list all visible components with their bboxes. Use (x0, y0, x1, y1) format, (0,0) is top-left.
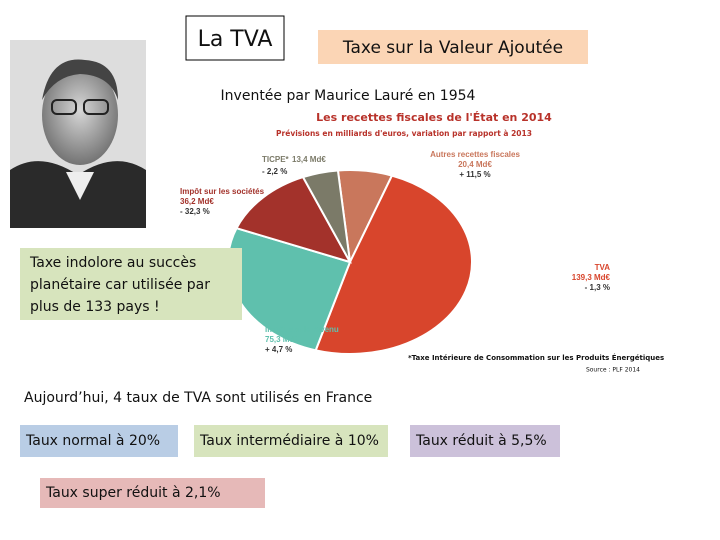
callout-box (20, 248, 242, 320)
inventor: Inventée par Maurice Lauré en 1954 (221, 88, 476, 104)
slice-change: - 32,3 % (180, 207, 210, 216)
rate: Taux super réduit à 2,1% (45, 485, 221, 501)
callout-line: plus de 133 pays ! (30, 299, 160, 315)
slice-change: + 11,5 % (459, 170, 490, 179)
rate-box (20, 425, 178, 457)
callout-line: Taxe indolore au succès (29, 255, 196, 271)
slice-value-label: 13,4 Md€ (292, 155, 326, 164)
rate: Taux intermédiaire à 10% (199, 433, 379, 449)
slice-value-label: 139,3 Md€ (572, 273, 611, 282)
slice-change: - 2,2 % (262, 167, 287, 176)
chart-source: Source : PLF 2014 (586, 367, 640, 374)
pie-slice (235, 175, 353, 264)
slice-name: TVA (595, 263, 611, 272)
portrait (10, 40, 146, 228)
slice-change: - 1,3 % (585, 283, 610, 292)
rate-box (40, 478, 265, 508)
slice-value-label: 75,3 Md€ (265, 335, 299, 344)
callout-line: planétaire car utilisée par (30, 277, 210, 293)
rate: Taux normal à 20% (25, 433, 160, 449)
slice-value-label: 20,4 Md€ (458, 160, 492, 169)
pie-slice (314, 174, 473, 355)
slice-value-label: 36,2 Md€ (180, 197, 214, 206)
chart-note: *Taxe Intérieure de Consommation sur les… (408, 353, 664, 362)
rates-intro: Aujourd’hui, 4 taux de TVA sont utilisés… (24, 390, 372, 406)
chart-subtitle: Prévisions en milliards d'euros, variati… (276, 129, 532, 138)
slice-name: Impôt sur le revenu (265, 325, 339, 334)
chart-title: Les recettes fiscales de l'État en 2014 (316, 111, 552, 124)
pie (227, 169, 473, 355)
rate: Taux réduit à 5,5% (415, 433, 547, 449)
title-box (185, 15, 285, 61)
pie-slice (301, 169, 351, 263)
rate-box (410, 425, 560, 457)
rate-box (194, 425, 388, 457)
title: La TVA (198, 27, 273, 52)
slice-name: Impôt sur les sociétés (180, 187, 265, 196)
subtitle-box (318, 30, 588, 64)
slice-change: + 4,7 % (265, 345, 292, 354)
slice-name: Autres recettes fiscales (430, 150, 520, 159)
subtitle: Taxe sur la Valeur Ajoutée (342, 38, 563, 58)
slice-name: TICPE* (262, 155, 290, 164)
